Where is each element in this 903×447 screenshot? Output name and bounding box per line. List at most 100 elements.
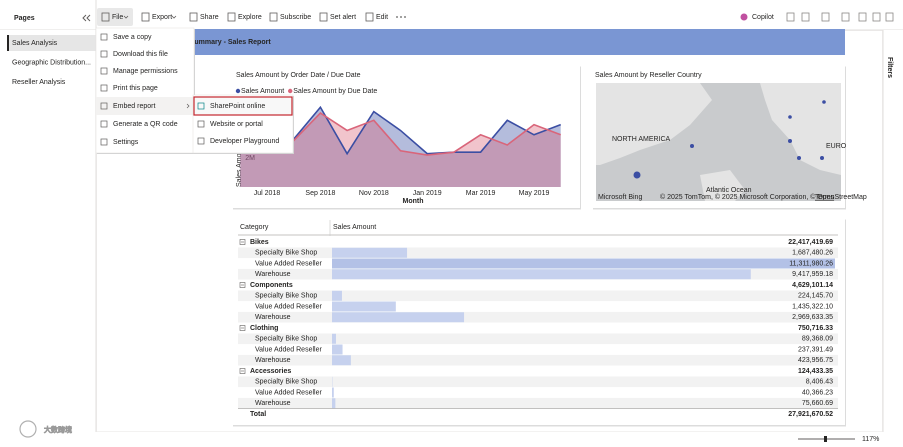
menu-icon — [100, 138, 108, 146]
toolbar-item[interactable]: Subscribe — [280, 14, 311, 21]
more-dot[interactable] — [396, 16, 398, 18]
map-bubble[interactable] — [788, 139, 792, 143]
legend-label: Sales Amount — [241, 88, 284, 95]
submenu-item[interactable]: SharePoint online — [210, 103, 265, 110]
toolbar-icon — [141, 12, 150, 22]
sales-bar[interactable] — [332, 398, 336, 409]
menu-item[interactable]: Settings — [113, 139, 139, 146]
toolbar-tool[interactable] — [801, 12, 810, 22]
table-row-label[interactable]: Warehouse — [255, 314, 291, 321]
table-group-label[interactable]: Accessories — [250, 368, 291, 375]
table-row-label[interactable]: Specialty Bike Shop — [255, 250, 317, 257]
submenu-item[interactable]: Developer Playground — [210, 138, 279, 145]
table-row-label[interactable]: Value Added Reseller — [255, 346, 322, 353]
toolbar-icon — [227, 12, 236, 22]
expand-toggle[interactable] — [239, 282, 246, 288]
copilot-label[interactable]: Copilot — [752, 14, 774, 21]
toolbar-item[interactable]: Export — [152, 14, 172, 21]
map-bubble[interactable] — [633, 171, 641, 179]
page-item[interactable]: Sales Analysis — [12, 40, 58, 47]
sales-bar[interactable] — [332, 387, 334, 398]
table-value: 224,145.70 — [798, 293, 833, 300]
toolbar-tool[interactable] — [821, 12, 830, 22]
table-value: 237,391.49 — [798, 346, 833, 353]
toolbar-item[interactable]: Edit — [376, 14, 388, 21]
page-item[interactable]: Geographic Distribution... — [12, 59, 91, 66]
table-group-label[interactable]: Components — [250, 282, 293, 289]
expand-toggle[interactable] — [239, 239, 246, 245]
more-dot[interactable] — [400, 16, 402, 18]
map-bubble[interactable] — [788, 115, 792, 119]
top-bar — [0, 0, 903, 30]
menu-icon — [100, 33, 108, 41]
table-row-label[interactable]: Specialty Bike Shop — [255, 336, 317, 343]
table-group-label[interactable]: Total — [250, 411, 266, 418]
toolbar-icon — [319, 12, 328, 22]
map-bubble[interactable] — [822, 100, 826, 104]
submenu-item[interactable]: Website or portal — [210, 121, 263, 128]
file-button-bg — [97, 8, 133, 26]
map-bubble[interactable] — [820, 156, 824, 160]
table-value: 8,406.43 — [806, 379, 833, 386]
table-value: 75,660.69 — [802, 400, 833, 407]
toolbar-tool[interactable] — [786, 12, 795, 22]
sales-bar[interactable] — [332, 301, 396, 312]
table-row-label[interactable]: Warehouse — [255, 357, 291, 364]
menu-item[interactable]: Manage permissions — [113, 68, 178, 75]
sales-bar[interactable] — [332, 247, 408, 258]
map-terms[interactable]: Terms — [815, 194, 835, 201]
row-shade — [238, 247, 838, 259]
table-group-label[interactable]: Bikes — [250, 239, 269, 246]
sales-bar[interactable] — [332, 355, 351, 366]
zoom-level: 117% — [862, 436, 879, 443]
toolbar-tool[interactable] — [858, 12, 867, 22]
sales-bar[interactable] — [332, 333, 336, 344]
menu-item[interactable]: Print this page — [113, 85, 158, 92]
collapse-icon[interactable] — [82, 14, 91, 22]
table-row-label[interactable]: Specialty Bike Shop — [255, 293, 317, 300]
toolbar-icon — [269, 12, 278, 22]
menu-item[interactable]: Embed report — [113, 103, 155, 110]
table-value: 11,311,980.26 — [789, 260, 833, 267]
toolbar-tool[interactable] — [872, 12, 881, 22]
table-value: 27,921,670.52 — [788, 411, 833, 418]
sales-bar[interactable] — [332, 258, 835, 269]
map-land — [596, 83, 712, 165]
toolbar-item[interactable]: Set alert — [330, 14, 356, 21]
menu-item[interactable]: Download this file — [113, 51, 168, 58]
toolbar-item[interactable]: Explore — [238, 14, 262, 21]
table-row-label[interactable]: Value Added Reseller — [255, 389, 322, 396]
more-dot[interactable] — [404, 16, 406, 18]
table-row-label[interactable]: Value Added Reseller — [255, 303, 322, 310]
toolbar-tool[interactable] — [841, 12, 850, 22]
area — [240, 107, 561, 187]
menu-item[interactable]: Generate a QR code — [113, 121, 178, 128]
row-shade — [238, 333, 838, 345]
page-item[interactable]: Reseller Analysis — [12, 79, 66, 86]
filters-title[interactable]: Filters — [886, 57, 893, 78]
map-attribution: © 2025 TomTom, © 2025 Microsoft Corporat… — [660, 193, 867, 201]
legend-marker — [288, 88, 293, 94]
map-bubble[interactable] — [690, 144, 694, 148]
menu-item[interactable]: Save a copy — [113, 34, 152, 41]
map-bubble[interactable] — [797, 156, 801, 160]
sales-bar[interactable] — [332, 344, 343, 355]
sales-bar[interactable] — [332, 269, 751, 280]
sales-bar[interactable] — [332, 312, 465, 323]
table-group-label[interactable]: Clothing — [250, 325, 278, 332]
legend-label: Sales Amount by Due Date — [293, 88, 377, 95]
table-row-label[interactable]: Warehouse — [255, 400, 291, 407]
table-header: Sales Amount — [333, 224, 376, 231]
expand-toggle[interactable] — [239, 325, 246, 331]
table-row-label[interactable]: Value Added Reseller — [255, 260, 322, 267]
filters-pane — [883, 30, 903, 432]
sales-bar[interactable] — [332, 290, 342, 301]
toolbar-item[interactable]: File — [112, 14, 123, 21]
expand-toggle[interactable] — [239, 368, 246, 374]
x-axis-title: Month — [403, 198, 424, 205]
table-row-label[interactable]: Warehouse — [255, 271, 291, 278]
zoom-thumb[interactable] — [824, 436, 827, 442]
toolbar-tool[interactable] — [885, 12, 894, 22]
toolbar-item[interactable]: Share — [200, 14, 219, 21]
table-row-label[interactable]: Specialty Bike Shop — [255, 379, 317, 386]
